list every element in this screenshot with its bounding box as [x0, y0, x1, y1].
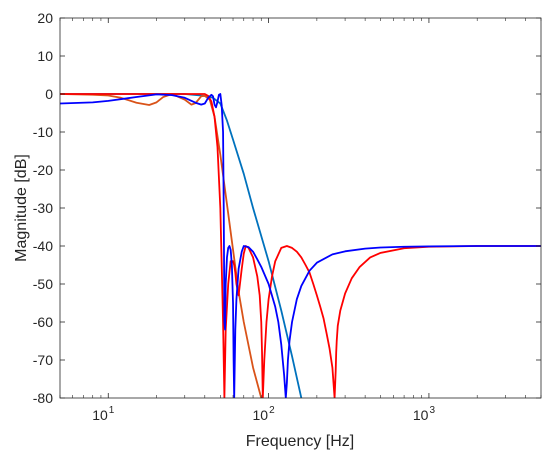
series-line-4 [60, 93, 541, 398]
y-tick-label: -10 [33, 124, 53, 140]
y-tick-label: -50 [33, 276, 53, 292]
y-tick-label: 0 [45, 86, 53, 102]
y-tick-label: -30 [33, 200, 53, 216]
y-tick-label: -40 [33, 238, 53, 254]
y-tick-label: 10 [37, 48, 53, 64]
plot-area [60, 18, 541, 398]
y-axis-label: Magnitude [dB] [13, 154, 30, 262]
x-axis-label: Frequency [Hz] [246, 433, 354, 450]
y-tick-label: -60 [33, 314, 53, 330]
y-tick-label: -20 [33, 162, 53, 178]
y-tick-label: 20 [37, 10, 53, 26]
series-layer [60, 93, 541, 398]
y-tick-label: -80 [33, 390, 53, 406]
y-tick-label: -70 [33, 352, 53, 368]
